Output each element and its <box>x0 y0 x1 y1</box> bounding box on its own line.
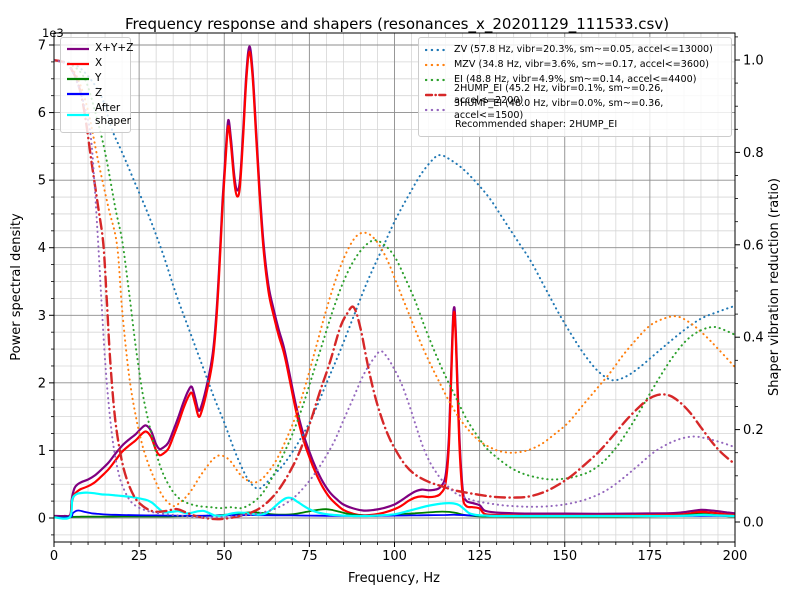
legend-label: 3HUMP_EI (48.0 Hz, vibr=0.0%, sm~=0.36, … <box>454 98 664 121</box>
legend-label: MZV (34.8 Hz, vibr=3.6%, sm~=0.17, accel… <box>454 58 709 70</box>
svg-text:50: 50 <box>216 549 233 564</box>
legend-item-zv: ZV (57.8 Hz, vibr=20.3%, sm~=0.05, accel… <box>425 42 725 57</box>
svg-text:3: 3 <box>38 309 46 324</box>
svg-text:0: 0 <box>50 549 58 564</box>
zv-line-swatch <box>425 45 449 55</box>
y-left-axis-label: Power spectral density <box>9 213 24 361</box>
ei-line-swatch <box>425 75 449 85</box>
svg-text:75: 75 <box>301 549 318 564</box>
svg-text:0: 0 <box>38 512 46 527</box>
legend-item-2hump-ei: 2HUMP_EI (45.2 Hz, vibr=0.1%, sm~=0.26, … <box>425 83 725 106</box>
x-axis-label: Frequency, Hz <box>348 571 440 586</box>
svg-text:150: 150 <box>552 549 577 564</box>
series-x-line <box>54 50 735 519</box>
svg-text:175: 175 <box>637 549 662 564</box>
legend-item-x: X <box>66 56 125 71</box>
legend-label: 2HUMP_EI (45.2 Hz, vibr=0.1%, sm~=0.26, … <box>454 83 664 106</box>
legend-item-after-shaper: After shaper <box>66 101 131 129</box>
axes-ticks-and-labels: 0 25 50 75 100 125 150 175 200 0 1 2 3 4 5 6 7 0.0 0.2 0.4 0… <box>38 32 764 564</box>
legend-label: Z <box>95 87 103 100</box>
y-right-axis-label: Shaper vibration reduction (ratio) <box>767 178 782 396</box>
legend-shapers: ZV (57.8 Hz, vibr=20.3%, sm~=0.05, accel… <box>418 37 732 137</box>
svg-text:2: 2 <box>38 376 46 391</box>
legend-label: X <box>95 57 103 70</box>
svg-text:200: 200 <box>723 549 748 564</box>
legend-item-xyz: X+Y+Z <box>66 41 133 56</box>
series-after-shaper-line <box>54 491 735 520</box>
xyz-line-swatch <box>66 44 90 54</box>
svg-text:1.0: 1.0 <box>743 54 764 69</box>
svg-text:0.4: 0.4 <box>743 331 764 346</box>
legend-label: X+Y+Z <box>95 42 134 55</box>
series-3hump_ei-line <box>54 59 735 519</box>
legend-measured: X+Y+Z X Y Z After shaper <box>60 37 133 133</box>
svg-text:0.8: 0.8 <box>743 146 764 161</box>
mzv-line-swatch <box>425 60 449 70</box>
svg-text:0.0: 0.0 <box>743 516 764 531</box>
legend-item-3hump-ei: 3HUMP_EI (48.0 Hz, vibr=0.0%, sm~=0.36, … <box>425 98 725 121</box>
svg-text:1: 1 <box>38 444 46 459</box>
data-series-curves <box>54 45 735 521</box>
series-zv-line <box>54 59 735 490</box>
svg-text:0.6: 0.6 <box>743 238 764 253</box>
x-line-swatch <box>66 59 90 69</box>
y-line-swatch <box>66 74 90 84</box>
2hump-ei-line-swatch <box>425 90 449 100</box>
legend-label: EI (48.8 Hz, vibr=4.9%, sm~=0.14, accel<… <box>454 73 697 85</box>
legend-label: After shaper <box>95 102 132 127</box>
svg-text:100: 100 <box>382 549 407 564</box>
3hump-ei-line-swatch <box>425 105 449 115</box>
after-shaper-line-swatch <box>66 110 90 120</box>
series-ei-line <box>54 59 735 510</box>
series-2hump_ei-line <box>54 58 735 521</box>
legend-label: ZV (57.8 Hz, vibr=20.3%, sm~=0.05, accel… <box>454 43 713 55</box>
series-x+y+z-line <box>54 45 735 518</box>
z-line-swatch <box>66 89 90 99</box>
svg-text:25: 25 <box>131 549 148 564</box>
y-axis-offset-text: 1e3 <box>42 26 64 40</box>
svg-text:4: 4 <box>38 241 46 256</box>
series-mzv-line <box>54 59 735 508</box>
svg-text:0.2: 0.2 <box>743 423 764 438</box>
legend-item-ei: EI (48.8 Hz, vibr=4.9%, sm~=0.14, accel<… <box>425 72 725 87</box>
chart-title: Frequency response and shapers (resonanc… <box>125 15 669 34</box>
recommended-shaper-note: Recommended shaper: 2HUMP_EI <box>455 119 618 130</box>
svg-text:5: 5 <box>38 174 46 189</box>
svg-text:7: 7 <box>38 39 46 54</box>
svg-text:125: 125 <box>467 549 492 564</box>
svg-text:6: 6 <box>38 106 46 121</box>
legend-item-y: Y <box>66 71 125 86</box>
legend-label: Y <box>95 72 102 85</box>
legend-item-z: Z <box>66 86 125 101</box>
legend-item-mzv: MZV (34.8 Hz, vibr=3.6%, sm~=0.17, accel… <box>425 57 725 72</box>
